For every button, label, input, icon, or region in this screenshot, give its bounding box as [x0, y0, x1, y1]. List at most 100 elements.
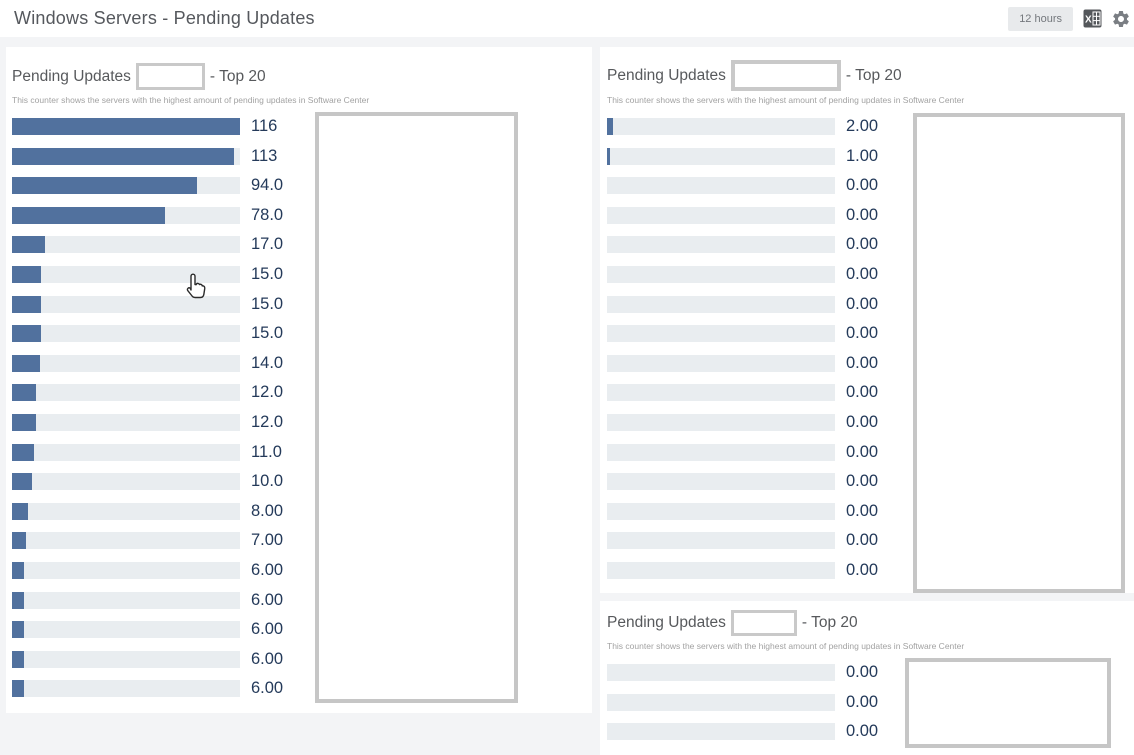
- bar-row[interactable]: 0.00: [607, 235, 878, 254]
- bar-track: [607, 236, 835, 254]
- bar-track: [607, 384, 835, 402]
- bar-row[interactable]: 0.00: [607, 472, 878, 491]
- bar-row[interactable]: 8.00: [12, 502, 283, 520]
- bar-row[interactable]: 0.00: [607, 295, 878, 313]
- bar-track: [607, 413, 835, 431]
- excel-export-icon[interactable]: X: [1082, 9, 1102, 29]
- bar-track: [607, 118, 835, 135]
- bar-row[interactable]: 0.00: [607, 692, 879, 711]
- page-title: Windows Servers - Pending Updates: [14, 8, 315, 28]
- bar-track: [12, 621, 240, 639]
- bar-chart: 116 113 94.0 78.0 17.0 15.0 15.0 15.0 14.0 12.0 12…: [12, 117, 284, 710]
- panel-title-suffix: - Top 20: [209, 67, 266, 85]
- bar-row[interactable]: 7.00: [12, 531, 284, 550]
- bar-value-label: 6.00: [251, 649, 284, 668]
- bar-row[interactable]: 17.0: [12, 235, 284, 254]
- bar-row[interactable]: 0.00: [607, 265, 878, 283]
- bar-track: [12, 384, 240, 402]
- bar-row[interactable]: 12.0: [12, 383, 283, 402]
- redacted-server-name: [730, 60, 841, 91]
- time-range-button[interactable]: 12 hours: [1008, 6, 1073, 31]
- bar-row[interactable]: 0.00: [607, 383, 878, 402]
- bar-fill: [12, 443, 34, 461]
- panel-title-prefix: Pending Updates: [607, 614, 726, 631]
- bar-fill: [12, 680, 24, 698]
- bar-fill: [12, 206, 166, 224]
- bar-row[interactable]: 0.00: [607, 412, 879, 431]
- bar-track: [12, 118, 240, 135]
- bar-row[interactable]: 0.00: [607, 531, 879, 550]
- redacted-server-name: [135, 63, 205, 90]
- bar-row[interactable]: 0.00: [607, 561, 878, 579]
- bar-row[interactable]: 15.0: [12, 295, 283, 313]
- bar-value-label: 14.0: [251, 353, 284, 372]
- bar-fill: [12, 177, 197, 195]
- panel-subtitle: This counter shows the servers with the …: [607, 641, 965, 651]
- panel-title-prefix: Pending Updates: [12, 67, 131, 85]
- bar-value-label: 0.00: [846, 692, 879, 711]
- bar-value-label: 6.00: [251, 679, 284, 698]
- bar-track: [12, 650, 240, 668]
- bar-fill: [607, 147, 610, 165]
- bar-row[interactable]: 6.00: [12, 591, 283, 609]
- bar-row[interactable]: 12.0: [12, 413, 283, 431]
- bar-row[interactable]: 15.0: [12, 324, 283, 343]
- bar-value-label: 0.00: [846, 531, 879, 550]
- bar-row[interactable]: 0.00: [607, 324, 878, 343]
- bar-fill: [12, 532, 26, 550]
- bar-track: [607, 502, 835, 520]
- bar-track: [607, 265, 835, 283]
- bar-track: [12, 236, 240, 254]
- bar-row[interactable]: 0.00: [607, 722, 878, 741]
- bar-row[interactable]: 116: [12, 117, 283, 135]
- bar-row[interactable]: 94.0: [12, 176, 283, 195]
- redacted-region: [905, 658, 1111, 748]
- bar-track: [12, 591, 240, 609]
- bar-value-label: 0.00: [846, 412, 879, 431]
- bar-track: [607, 295, 835, 313]
- bar-row[interactable]: 6.00: [12, 679, 284, 698]
- bar-fill: [12, 265, 42, 283]
- bar-value-label: 0.00: [846, 663, 879, 681]
- bar-track: [12, 354, 240, 372]
- panel-subtitle: This counter shows the servers with the …: [12, 95, 370, 105]
- bar-row[interactable]: 6.00: [12, 620, 283, 639]
- bar-track: [12, 443, 240, 461]
- bar-value-label: 17.0: [251, 235, 284, 254]
- bar-row[interactable]: 0.00: [607, 353, 879, 372]
- panel-subtitle: This counter shows the servers with the …: [607, 95, 965, 105]
- bar-value-label: 0.00: [846, 353, 879, 372]
- bar-row[interactable]: 15.0: [12, 265, 283, 283]
- bar-row[interactable]: 0.00: [607, 176, 878, 195]
- bar-track: [607, 561, 835, 579]
- bar-value-label: 113: [251, 146, 278, 165]
- bar-track: [12, 177, 240, 195]
- bar-row[interactable]: 6.00: [12, 649, 284, 668]
- bar-row[interactable]: 14.0: [12, 353, 284, 372]
- bar-fill: [12, 621, 24, 639]
- bar-row[interactable]: 0.00: [607, 206, 878, 224]
- gear-icon[interactable]: [1111, 9, 1131, 29]
- bar-row[interactable]: 0.00: [607, 443, 878, 461]
- bar-row[interactable]: 2.00: [607, 117, 878, 135]
- bar-row[interactable]: 1.00: [607, 146, 879, 165]
- bar-fill: [12, 413, 36, 431]
- bar-row[interactable]: 11.0: [12, 443, 283, 461]
- panel-title-suffix: - Top 20: [845, 66, 902, 84]
- bar-row[interactable]: 113: [12, 146, 283, 165]
- bar-value-label: 1.00: [846, 146, 879, 165]
- bar-row[interactable]: 10.0: [12, 472, 283, 491]
- bar-value-label: 7.00: [251, 531, 284, 550]
- bar-row[interactable]: 78.0: [12, 206, 283, 224]
- app-header: Windows Servers - Pending Updates 12 hou…: [0, 0, 1134, 37]
- bar-row[interactable]: 0.00: [607, 501, 879, 520]
- bar-track: [607, 325, 835, 343]
- panel-pending-updates-3: Pending Updates - Top 20 This counter sh…: [600, 601, 1134, 755]
- bar-track: [607, 723, 835, 741]
- bar-value-label: 0.00: [846, 501, 879, 520]
- bar-row[interactable]: 0.00: [607, 663, 879, 681]
- panel-pending-updates-2: Pending Updates - Top 20 This counter sh…: [600, 47, 1134, 593]
- redacted-region: [315, 112, 518, 703]
- panel-pending-updates-1: Pending Updates - Top 20 This counter sh…: [6, 47, 592, 713]
- bar-row[interactable]: 6.00: [12, 561, 283, 579]
